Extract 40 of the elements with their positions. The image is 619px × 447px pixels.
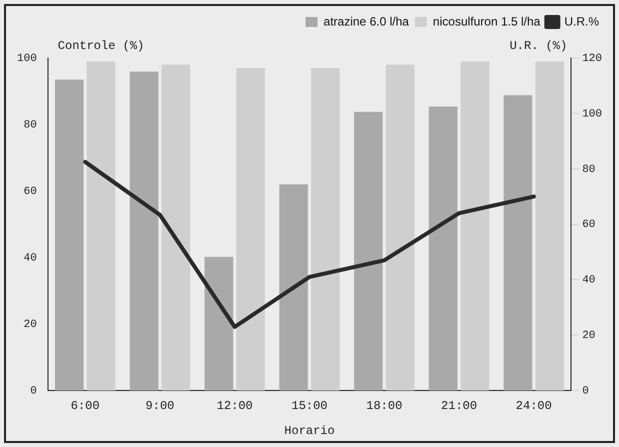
y-tick-label: 100: [16, 52, 37, 65]
y2-tick-label: 120: [582, 52, 602, 65]
bar: [428, 106, 458, 391]
x-tick-label: 24:00: [516, 398, 552, 413]
legend-label: U.R.%: [564, 14, 600, 28]
bar: [55, 80, 84, 391]
y-tick-label: 0: [30, 386, 37, 398]
bar: [236, 68, 265, 391]
x-tick-label: 21:00: [441, 398, 478, 413]
y-tick-label: 40: [24, 252, 37, 264]
x-tick-label: 15:00: [291, 398, 328, 413]
bar: [460, 61, 490, 391]
x-tick-label: 9:00: [146, 398, 174, 413]
y2-tick-label: 100: [582, 108, 602, 120]
x-axis-title: Horario: [284, 424, 335, 438]
y2-tick-label: 0: [582, 386, 589, 398]
x-tick-label: 6:00: [70, 398, 100, 413]
bar: [279, 184, 308, 391]
x-tick-label: 18:00: [366, 398, 402, 413]
legend-label: nicosulfuron 1.5 l/ha: [432, 14, 541, 28]
bar: [386, 64, 414, 391]
bar: [504, 95, 532, 391]
bar: [86, 61, 116, 391]
y-tick-label: 80: [24, 119, 37, 132]
bar: [354, 112, 383, 391]
y2-tick-label: 40: [582, 274, 596, 287]
bar: [204, 256, 234, 391]
y-axis-title: Controle (%): [58, 39, 144, 54]
bar: [162, 64, 190, 391]
y-tick-label: 20: [24, 318, 37, 331]
y2-tick-label: 20: [582, 330, 596, 342]
bar: [311, 68, 340, 391]
legend-label: atrazine 6.0 l/ha: [324, 14, 410, 28]
y-tick-label: 60: [24, 186, 37, 198]
bar: [535, 61, 564, 391]
bar: [130, 72, 158, 391]
y2-tick-label: 60: [582, 219, 596, 232]
y2-axis-title: U.R. (%): [510, 39, 568, 54]
x-tick-label: 12:00: [216, 398, 253, 413]
y2-tick-label: 80: [582, 164, 596, 176]
